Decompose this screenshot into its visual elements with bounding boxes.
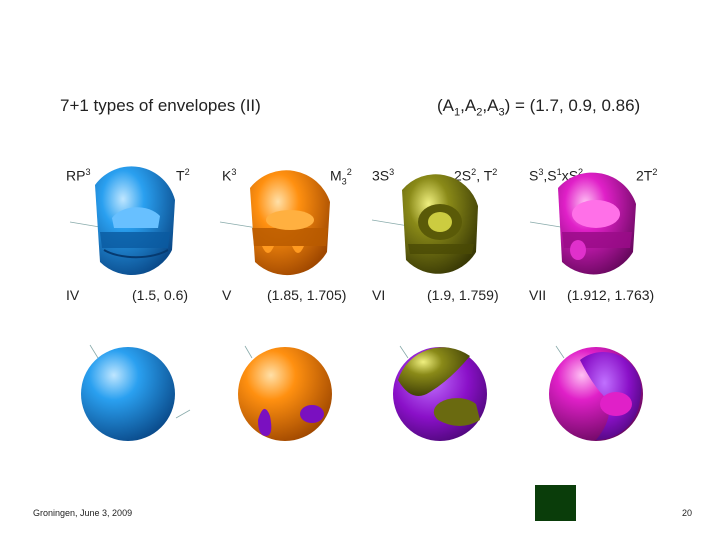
label-vii-value: (1.912, 1.763)	[567, 287, 655, 303]
envelope-v-sphere-orange	[238, 345, 332, 441]
footer-text: Groningen, June 3, 2009	[33, 508, 133, 518]
envelope-vii-sphere-magenta-purple	[549, 345, 643, 441]
label-vi: VI	[372, 287, 386, 303]
green-badge	[535, 485, 576, 521]
envelope-3s3-2s2-olive	[371, 174, 478, 274]
label-v: V	[222, 287, 232, 303]
label-iv: IV	[66, 287, 80, 303]
label-2s2-t2: 2S2, T2	[454, 167, 498, 184]
label-rp3: RP3	[66, 167, 91, 184]
parameter-tuple: (A1,A2,A3) = (1.7, 0.9, 0.86)	[437, 96, 641, 119]
page-number: 20	[682, 508, 693, 518]
envelope-vi-sphere-olive-purple	[393, 345, 487, 441]
envelope-iv-sphere-blue	[81, 344, 191, 441]
label-iv-value: (1.5, 0.6)	[132, 287, 189, 303]
label-vii: VII	[529, 287, 547, 303]
slide-title: 7+1 types of envelopes (II)	[60, 96, 261, 115]
label-3s3: 3S3	[372, 167, 395, 184]
envelope-rp3-t2-blue	[69, 166, 175, 276]
envelope-s3-s1xs2-2t2-magenta	[529, 172, 636, 275]
label-v-value: (1.85, 1.705)	[267, 287, 347, 303]
label-m32: M32	[330, 167, 352, 187]
label-2t2: 2T2	[636, 167, 658, 184]
label-t2: T2	[176, 167, 190, 184]
label-k3: K3	[222, 167, 237, 184]
label-vi-value: (1.9, 1.759)	[427, 287, 499, 303]
envelope-k3-m32-orange	[219, 170, 330, 276]
